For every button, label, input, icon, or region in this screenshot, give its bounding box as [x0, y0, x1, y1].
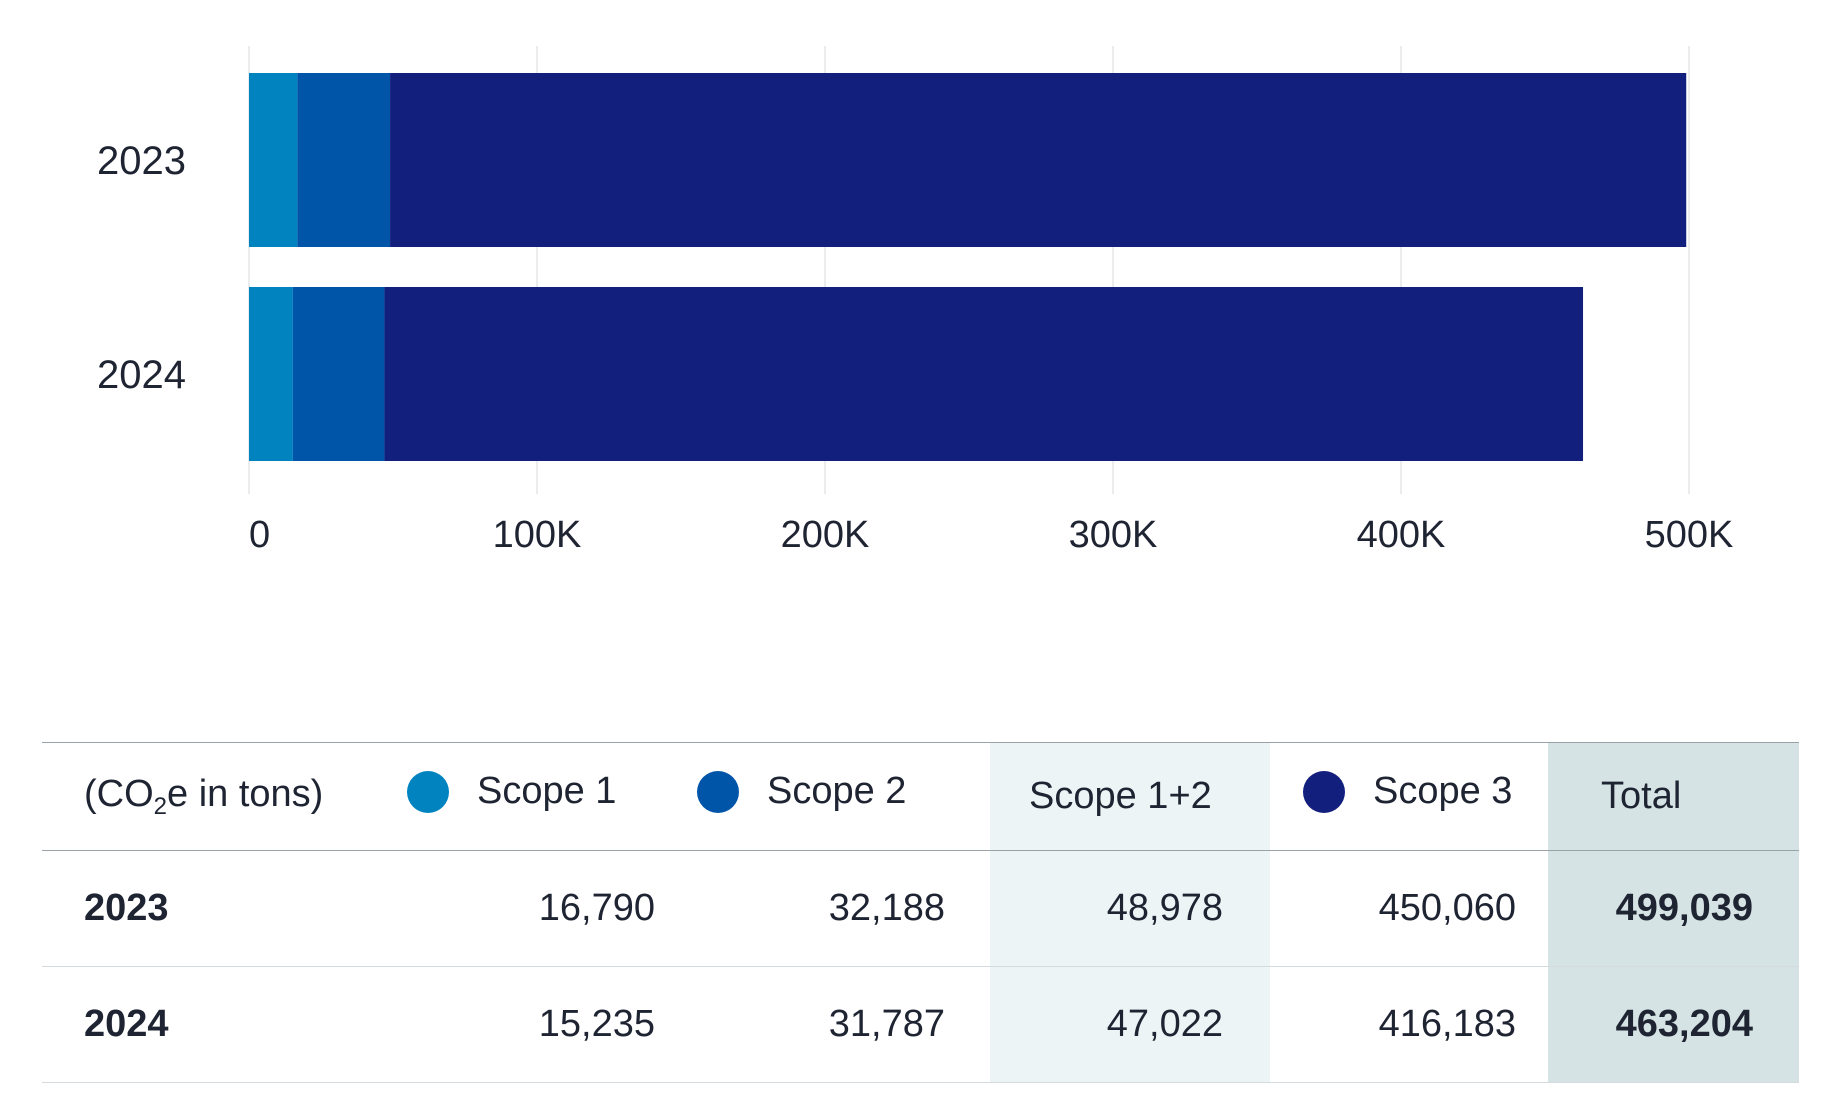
scope2-header: Scope 2 [697, 743, 990, 851]
scope1-value: 15,235 [538, 1003, 655, 1045]
x-axis-tick-labels: 0 100K 200K 300K 400K 500K [249, 514, 1733, 556]
bar-segment-scope-1-2023 [249, 73, 298, 247]
x-tick-label: 300K [1069, 514, 1158, 556]
scope2-value: 31,787 [828, 1003, 945, 1045]
unit-suffix: e in tons) [167, 772, 324, 815]
scope12-header: Scope 1+2 [990, 742, 1270, 851]
emissions-table-container: (CO2e in tons) Scope 1 Scope 2 Scope 1+2 [42, 742, 1799, 1083]
scope1-header: Scope 1 [407, 743, 697, 851]
emissions-table: (CO2e in tons) Scope 1 Scope 2 Scope 1+2 [42, 742, 1799, 1083]
bar-segment-scope-3-2024 [384, 287, 1584, 461]
emissions-bar-chart: 2023 2024 0 100K 200K 300K 400K 500K [97, 46, 1733, 556]
scope3-header-label: Scope 3 [1373, 770, 1513, 813]
x-tick-label: 0 [249, 514, 270, 556]
scope3-value: 416,183 [1378, 1003, 1516, 1045]
y-axis-label-2023: 2023 [97, 139, 186, 183]
scope3-value: 450,060 [1378, 887, 1516, 929]
x-tick-label: 100K [493, 514, 582, 556]
scope1-value: 16,790 [538, 887, 655, 929]
bar-segment-scope-2-2023 [297, 73, 391, 247]
row-year: 2023 [84, 887, 169, 929]
bar-segment-scope-2-2024 [292, 287, 385, 461]
table-row: 2023 16,790 32,188 48,978 450,060 499,03… [42, 850, 1799, 967]
scope12-value: 48,978 [990, 850, 1270, 967]
scope1-header-label: Scope 1 [477, 770, 617, 813]
table-row: 2024 15,235 31,787 47,022 416,183 463,20… [42, 966, 1799, 1083]
bars [249, 73, 1687, 461]
x-tick-label: 400K [1357, 514, 1446, 556]
scope12-header-label: Scope 1+2 [1029, 775, 1212, 817]
table-header-row: (CO2e in tons) Scope 1 Scope 2 Scope 1+2 [42, 742, 1799, 851]
unit-subscript: 2 [153, 792, 168, 820]
scope3-header: Scope 3 [1270, 743, 1548, 851]
scope2-legend-dot-icon [697, 770, 739, 813]
total-header: Total [1548, 742, 1799, 851]
total-value: 463,204 [1548, 966, 1799, 1083]
total-value: 499,039 [1548, 850, 1799, 967]
row-year: 2024 [84, 1003, 169, 1045]
x-tick-label: 500K [1645, 514, 1734, 556]
scope2-value: 32,188 [828, 887, 945, 929]
scope12-value: 47,022 [990, 966, 1270, 1083]
total-header-label: Total [1601, 775, 1682, 817]
bar-segment-scope-3-2023 [390, 73, 1687, 247]
y-axis-label-2024: 2024 [97, 353, 186, 397]
y-axis-labels: 2023 2024 [97, 139, 186, 397]
scope3-legend-dot-icon [1303, 770, 1345, 813]
bar-segment-scope-1-2024 [249, 287, 293, 461]
unit-prefix: (CO [84, 772, 154, 815]
unit-header: (CO2e in tons) [42, 743, 407, 851]
x-tick-label: 200K [781, 514, 870, 556]
scope2-header-label: Scope 2 [767, 770, 907, 813]
scope1-legend-dot-icon [407, 770, 449, 813]
